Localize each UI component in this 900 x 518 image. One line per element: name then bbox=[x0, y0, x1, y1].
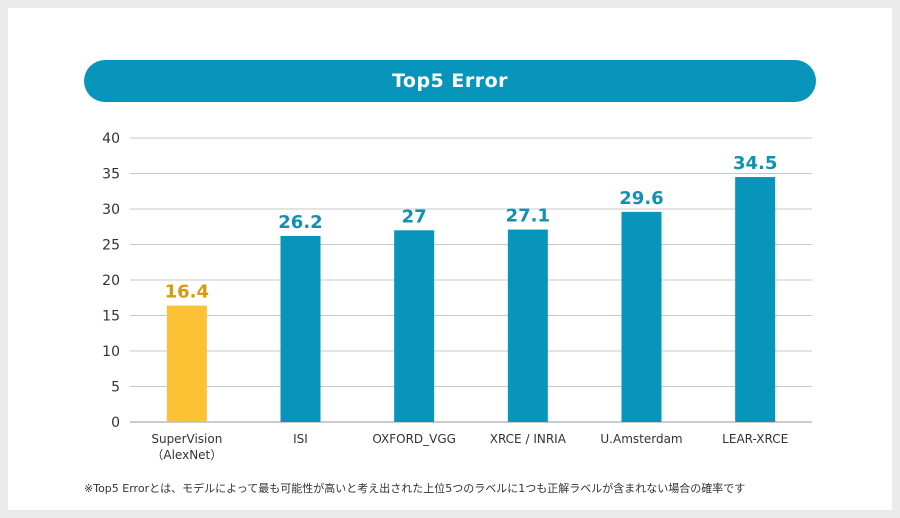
bar bbox=[621, 211, 662, 422]
y-tick-label: 10 bbox=[102, 344, 120, 360]
y-tick-label: 5 bbox=[111, 380, 120, 396]
data-label: 29.6 bbox=[619, 188, 663, 209]
bar bbox=[166, 305, 207, 422]
data-label: 27.1 bbox=[506, 206, 550, 227]
x-tick-label: LEAR-XRCE bbox=[722, 432, 788, 446]
bar bbox=[735, 177, 776, 422]
x-tick-label: SuperVision bbox=[151, 432, 222, 446]
y-tick-label: 40 bbox=[102, 131, 120, 147]
y-tick-label: 15 bbox=[102, 309, 120, 325]
y-tick-label: 0 bbox=[111, 415, 120, 431]
data-label: 27 bbox=[402, 206, 427, 227]
data-label: 16.4 bbox=[165, 282, 209, 303]
x-tick-label: U.Amsterdam bbox=[600, 432, 682, 446]
x-tick-label-line2: （AlexNet） bbox=[151, 448, 222, 462]
y-tick-label: 20 bbox=[102, 273, 120, 289]
bar bbox=[280, 235, 321, 422]
y-tick-label: 30 bbox=[102, 202, 120, 218]
y-tick-label: 25 bbox=[102, 238, 120, 254]
bar bbox=[394, 230, 435, 422]
data-label: 26.2 bbox=[278, 212, 322, 233]
x-tick-label: XRCE / INRIA bbox=[490, 432, 567, 446]
footnote: ※Top5 Errorとは、モデルによって最も可能性が高いと考え出された上位5つ… bbox=[84, 482, 746, 495]
x-tick-label: OXFORD_VGG bbox=[372, 432, 456, 446]
data-label: 34.5 bbox=[733, 153, 777, 174]
y-tick-label: 35 bbox=[102, 167, 120, 183]
bar bbox=[507, 229, 548, 422]
x-tick-label: ISI bbox=[293, 432, 308, 446]
chart-title: Top5 Error bbox=[84, 60, 816, 102]
